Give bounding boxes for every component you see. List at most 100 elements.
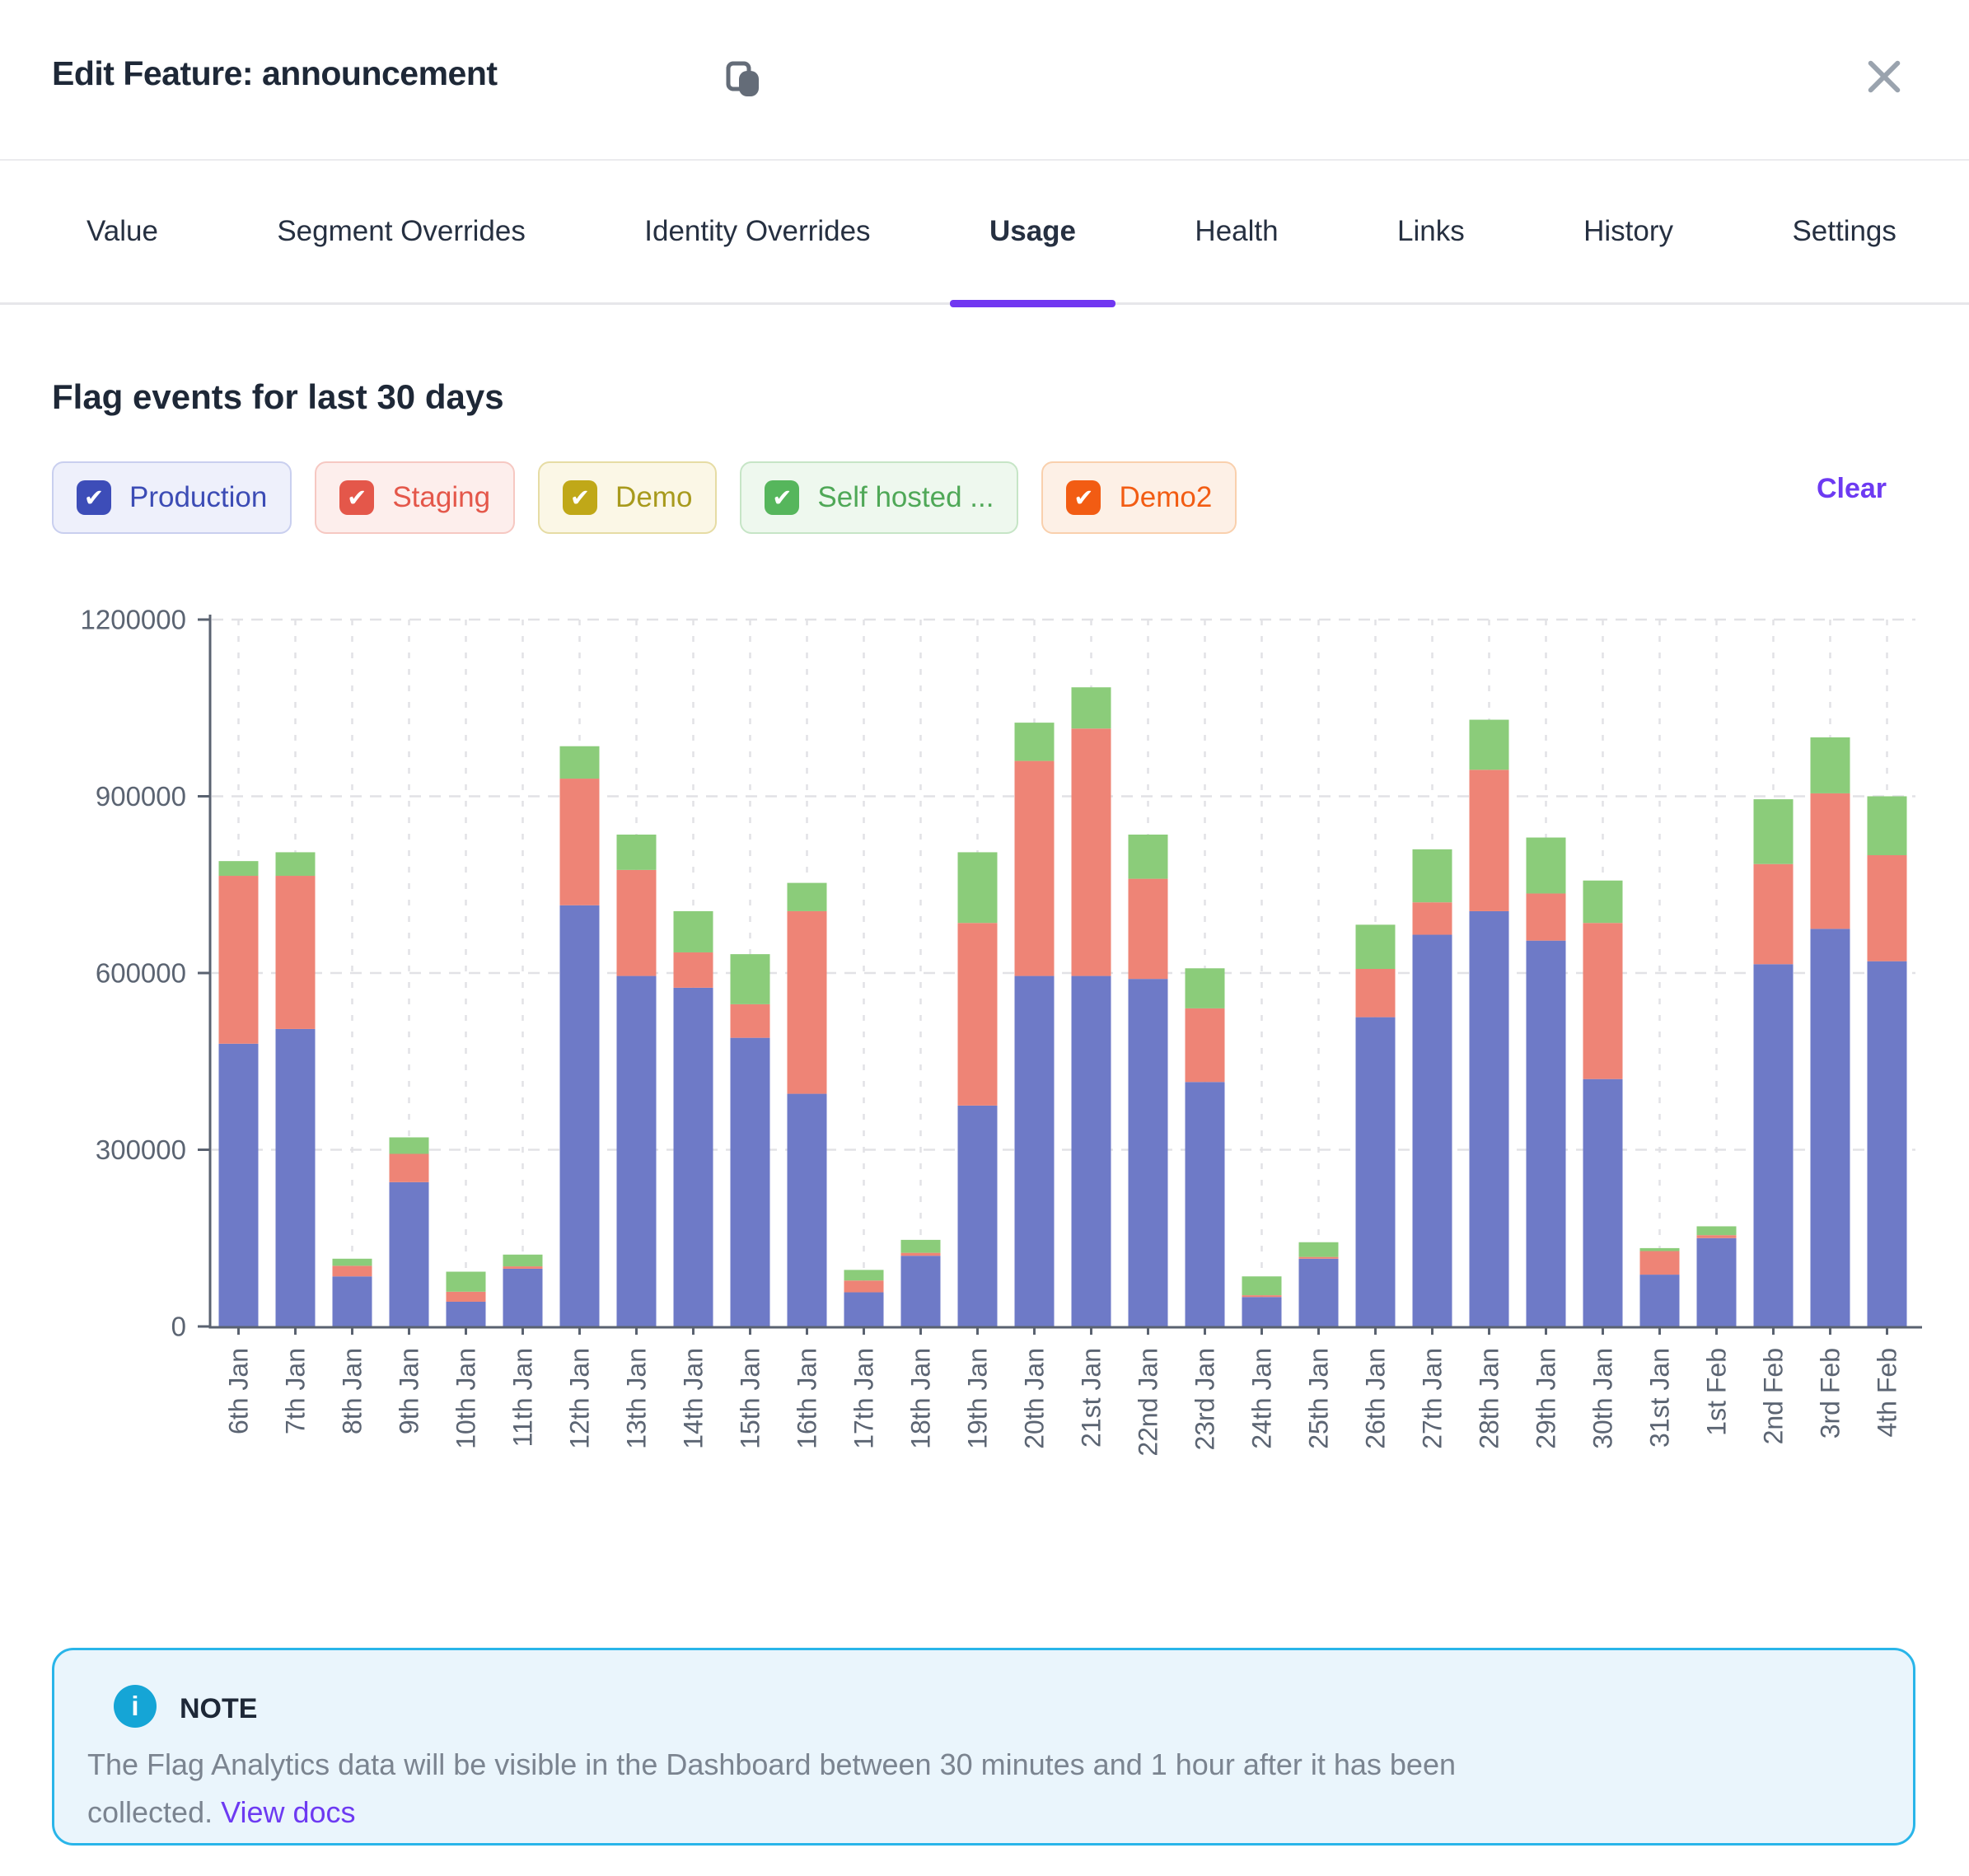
bar-6th-jan[interactable] — [218, 861, 259, 1326]
bar-25th-jan[interactable] — [1298, 1242, 1339, 1326]
y-axis-labels: 0 300000 600000 900000 1200000 — [81, 610, 210, 1342]
bar-26th-jan[interactable] — [1355, 924, 1396, 1326]
x-tick-label: 31st Jan — [1645, 1348, 1675, 1448]
checkbox-demo[interactable]: ✔ — [563, 480, 598, 515]
x-tick-label: 18th Jan — [906, 1348, 936, 1449]
bar-9th-jan[interactable] — [389, 1137, 429, 1326]
bar-30th-jan[interactable] — [1583, 880, 1623, 1326]
x-tick-label: 15th Jan — [736, 1348, 765, 1449]
y-tick-label: 600000 — [96, 958, 186, 989]
x-tick-label: 24th Jan — [1247, 1348, 1277, 1449]
bar-13th-jan[interactable] — [616, 834, 657, 1326]
bar-16th-jan[interactable] — [787, 882, 827, 1326]
flag-events-chart: 0 300000 600000 900000 1200000 6th Jan 7th Jan… — [81, 610, 1922, 1457]
x-tick-label: 13th Jan — [622, 1348, 652, 1449]
filter-chip-production[interactable]: ✔ Production — [52, 461, 292, 534]
x-tick-label: 20th Jan — [1020, 1348, 1050, 1449]
bar-21st-jan[interactable] — [1071, 687, 1111, 1326]
x-tick-label: 4th Feb — [1873, 1348, 1902, 1438]
x-tick-label: 26th Jan — [1361, 1348, 1391, 1449]
x-tick-label: 16th Jan — [793, 1348, 822, 1449]
bar-22nd-jan[interactable] — [1128, 834, 1168, 1326]
x-tick-label: 3rd Feb — [1816, 1348, 1845, 1439]
bars[interactable] — [218, 687, 1907, 1327]
bar-14th-jan[interactable] — [673, 910, 713, 1326]
x-tick-label: 2nd Feb — [1759, 1348, 1789, 1444]
tab-value[interactable]: Value — [87, 215, 158, 247]
filter-chip-self-hosted[interactable]: ✔ Self hosted ... — [740, 461, 1019, 534]
bar-18th-jan[interactable] — [900, 1239, 941, 1326]
filter-label: Staging — [392, 481, 491, 513]
clear-filters-link[interactable]: Clear — [1816, 473, 1887, 504]
view-docs-link[interactable]: View docs — [221, 1795, 356, 1829]
copy-icon[interactable] — [725, 61, 763, 99]
info-icon: i — [114, 1685, 157, 1728]
note-body: The Flag Analytics data will be visible … — [87, 1741, 1456, 1836]
bar-29th-jan[interactable] — [1526, 837, 1566, 1326]
bar-27th-jan[interactable] — [1412, 849, 1452, 1326]
modal-title: Edit Feature: announcement — [52, 54, 498, 92]
x-tick-label: 28th Jan — [1475, 1348, 1504, 1449]
bar-1st-feb[interactable] — [1696, 1226, 1737, 1326]
tab-links[interactable]: Links — [1397, 215, 1465, 247]
tab-bar: Value Segment Overrides Identity Overrides… — [0, 161, 1969, 307]
x-tick-label: 12th Jan — [565, 1348, 595, 1449]
y-tick-label: 1200000 — [81, 610, 186, 635]
bar-15th-jan[interactable] — [730, 954, 770, 1326]
checkbox-production[interactable]: ✔ — [77, 480, 111, 515]
x-tick-label: 23rd Jan — [1190, 1348, 1220, 1451]
bar-28th-jan[interactable] — [1469, 719, 1509, 1326]
bar-20th-jan[interactable] — [1014, 723, 1055, 1326]
x-tick-label: 19th Jan — [963, 1348, 993, 1449]
x-tick-label: 27th Jan — [1418, 1348, 1448, 1449]
y-tick-label: 0 — [171, 1312, 186, 1342]
checkbox-staging[interactable]: ✔ — [339, 480, 375, 515]
bar-24th-jan[interactable] — [1242, 1276, 1282, 1326]
x-tick-label: 7th Jan — [281, 1348, 311, 1434]
x-tick-label: 29th Jan — [1532, 1348, 1561, 1449]
bar-7th-jan[interactable] — [275, 852, 316, 1326]
bar-11th-jan[interactable] — [503, 1254, 543, 1326]
filter-label: Production — [129, 481, 268, 513]
x-tick-label: 10th Jan — [451, 1348, 481, 1449]
bar-31st-jan[interactable] — [1639, 1247, 1680, 1326]
bar-2nd-feb[interactable] — [1753, 799, 1794, 1326]
x-tick-label: 25th Jan — [1304, 1348, 1334, 1449]
tab-settings[interactable]: Settings — [1792, 215, 1897, 247]
bar-4th-feb[interactable] — [1867, 796, 1907, 1327]
close-icon[interactable] — [1864, 56, 1905, 97]
y-tick-label: 300000 — [96, 1134, 186, 1165]
checkbox-self-hosted[interactable]: ✔ — [765, 480, 800, 515]
bar-17th-jan[interactable] — [844, 1270, 884, 1326]
tab-health[interactable]: Health — [1195, 215, 1279, 247]
bar-8th-jan[interactable] — [332, 1258, 372, 1326]
x-tick-label: 1st Feb — [1702, 1348, 1732, 1436]
bar-3rd-feb[interactable] — [1810, 737, 1850, 1326]
tab-usage[interactable]: Usage — [949, 161, 1116, 307]
tab-identity-overrides[interactable]: Identity Overrides — [644, 215, 871, 247]
bar-12th-jan[interactable] — [559, 746, 600, 1326]
filter-chip-demo2[interactable]: ✔ Demo2 — [1041, 461, 1237, 534]
x-tick-label: 11th Jan — [508, 1348, 538, 1447]
filter-label: Demo2 — [1119, 481, 1213, 513]
environment-filters: ✔ Production ✔ Staging ✔ Demo ✔ Self hosted ...… — [52, 461, 1237, 534]
note-box: i NOTE The Flag Analytics data will be v… — [52, 1648, 1915, 1846]
bar-19th-jan[interactable] — [957, 852, 998, 1326]
gridlines — [212, 618, 1915, 1326]
bar-23rd-jan[interactable] — [1185, 968, 1225, 1326]
note-body-line1: The Flag Analytics data will be visible … — [87, 1747, 1456, 1781]
section-heading: Flag events for last 30 days — [52, 377, 504, 416]
x-tick-label: 9th Jan — [395, 1348, 424, 1434]
tab-segment-overrides[interactable]: Segment Overrides — [277, 215, 526, 247]
x-tick-label: 8th Jan — [338, 1348, 367, 1434]
tab-history[interactable]: History — [1583, 215, 1674, 247]
checkbox-demo2[interactable]: ✔ — [1066, 480, 1101, 515]
bar-10th-jan[interactable] — [446, 1271, 486, 1326]
filter-chip-staging[interactable]: ✔ Staging — [315, 461, 516, 534]
modal-header: Edit Feature: announcement — [0, 0, 1969, 161]
x-tick-label: 21st Jan — [1077, 1348, 1106, 1448]
filter-chip-demo[interactable]: ✔ Demo — [538, 461, 718, 534]
x-tick-label: 6th Jan — [224, 1348, 254, 1434]
note-body-line2: collected. — [87, 1795, 213, 1829]
